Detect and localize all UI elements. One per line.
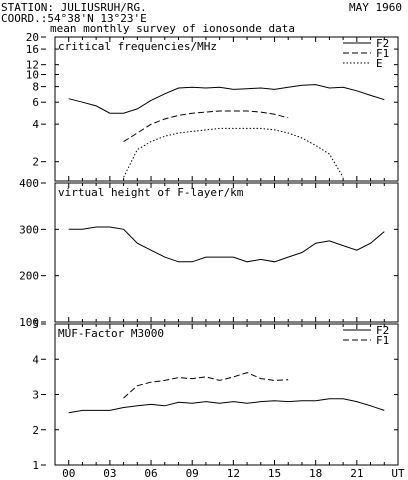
virtual-height-title: virtual height of F-layer/km	[58, 186, 244, 199]
x-tick-label: 03	[103, 467, 116, 480]
virtual-height-frame	[54, 182, 399, 323]
legend-label-f2: F2	[376, 37, 389, 50]
critical-frequencies-series-e	[123, 127, 344, 178]
critical-frequencies-ytick-label: 12	[26, 59, 39, 72]
critical-frequencies-ytick-label: 20	[26, 31, 39, 44]
x-tick-label: 18	[309, 467, 322, 480]
muf-factor-ytick-label: 1	[32, 459, 39, 472]
muf-factor-title: MUF-Factor M3000	[58, 327, 164, 340]
critical-frequencies-ytick-label: 2	[32, 156, 39, 169]
legend-label-f1: F1	[376, 47, 389, 60]
chart-subtitle: mean monthly survey of ionosonde data	[50, 22, 295, 35]
muf-factor-ytick-label: 3	[32, 389, 39, 402]
critical-frequencies-ytick-label: 10	[26, 69, 39, 82]
virtual-height-ytick-label: 100	[19, 316, 39, 329]
critical-frequencies-series-f2	[68, 84, 385, 114]
x-tick-label: UT	[391, 467, 405, 480]
virtual-height-ytick-label: 200	[19, 270, 39, 283]
muf-factor-series-f2	[68, 398, 385, 414]
virtual-height-panel: 400 300 200 100 virtual height of F-layer/km	[19, 177, 399, 329]
legend-label-f2: F2	[376, 324, 389, 337]
date-label: MAY 1960	[349, 1, 402, 14]
critical-frequencies-ytick-label: 16	[26, 43, 39, 56]
critical-frequencies-ytick-label: 8	[32, 81, 39, 94]
critical-frequencies-ytick-label: 6	[32, 96, 39, 109]
muf-factor-ytick-label: 2	[32, 424, 39, 437]
x-tick-label: 06	[144, 467, 157, 480]
coordinates-label: COORD.:54°38'N 13°23'E	[1, 12, 147, 25]
muf-factor-ytick-label: 4	[32, 353, 39, 366]
x-tick-label: 12	[227, 467, 240, 480]
station-label: STATION: JULIUSRUH/RG.	[1, 1, 147, 14]
x-tick-label: 09	[186, 467, 199, 480]
critical-frequencies-frame	[54, 36, 399, 182]
x-tick-label: 00	[62, 467, 75, 480]
critical-frequencies-title: critical frequencies/MHz	[58, 40, 217, 53]
critical-frequencies-ytick-label: 4	[32, 118, 39, 131]
x-tick-label: 21	[350, 467, 363, 480]
legend-label-e: E	[376, 57, 383, 70]
muf-factor-ytick-label: 5	[32, 318, 39, 331]
x-tick-label: 15	[268, 467, 281, 480]
virtual-height-ytick-label: 400	[19, 177, 39, 190]
critical-frequencies-series-f1	[123, 110, 289, 143]
legend-label-f1: F1	[376, 334, 389, 347]
virtual-height-ytick-label: 300	[19, 223, 39, 236]
virtual-height-series-line	[68, 226, 385, 263]
muf-factor-frame	[54, 323, 399, 466]
muf-factor-series-f1	[123, 372, 289, 399]
